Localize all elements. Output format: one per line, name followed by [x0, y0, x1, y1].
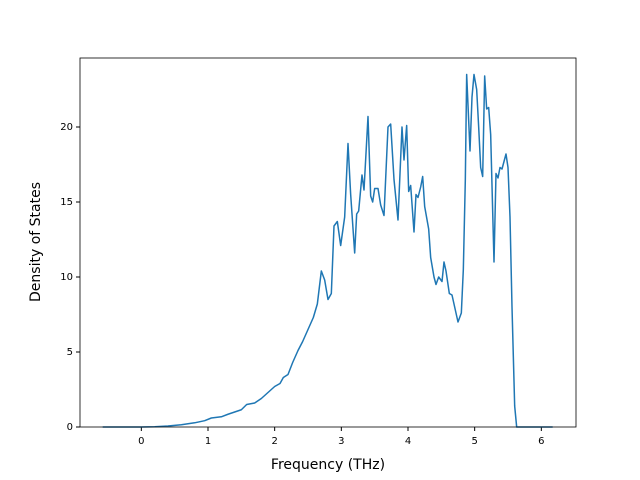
y-tick-label: 20	[60, 122, 73, 133]
x-tick-label: 2	[271, 436, 277, 447]
x-axis-label: Frequency (THz)	[271, 457, 385, 473]
plot-frame	[79, 57, 577, 428]
y-tick-label: 15	[60, 197, 73, 208]
y-tick-label: 10	[60, 272, 73, 283]
x-tick-label: 0	[138, 436, 144, 447]
y-tick-label: 5	[67, 347, 73, 358]
x-tick-label: 3	[338, 436, 344, 447]
x-tick-label: 4	[405, 436, 411, 447]
x-tick-label: 6	[538, 436, 544, 447]
x-tick-label: 5	[471, 436, 477, 447]
x-tick-label: 1	[205, 436, 211, 447]
y-axis-label: Density of States	[28, 182, 44, 302]
line-series	[102, 73, 553, 428]
y-tick-label: 0	[67, 422, 73, 433]
